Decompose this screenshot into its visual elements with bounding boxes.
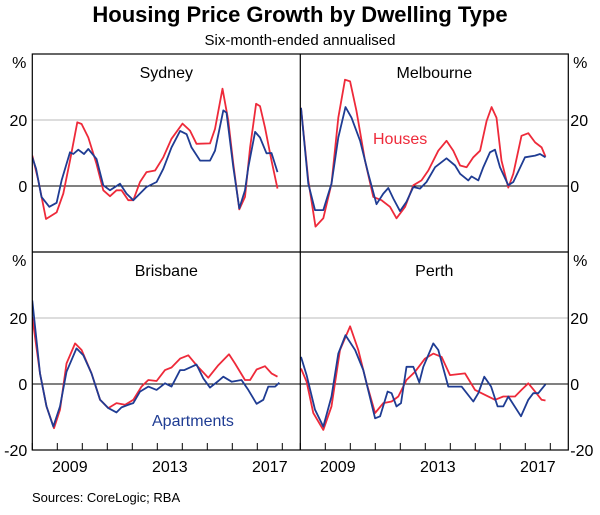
- source-note: Sources: CoreLogic; RBA: [32, 490, 180, 505]
- panel-melbourne: Melbourne: [300, 65, 569, 228]
- houses-line: [300, 78, 547, 228]
- chart-title: Housing Price Growth by Dwelling Type: [92, 2, 507, 27]
- x-tick-label: 2009: [52, 459, 88, 476]
- houses-line: [32, 316, 278, 430]
- apartments-line: [32, 300, 280, 428]
- x-tick-label: 2013: [152, 459, 188, 476]
- y-tick-label-left: 20: [10, 311, 28, 328]
- panel-title: Sydney: [140, 65, 193, 82]
- chart-subtitle: Six-month-ended annualised: [205, 32, 396, 49]
- panel-brisbane: Brisbane 2009 2013 2017: [31, 263, 301, 476]
- panel-perth: Perth 2009 2013 2017: [299, 263, 569, 476]
- y-tick-label-left: 20: [10, 113, 28, 130]
- panel-sydney: Sydney: [32, 65, 301, 220]
- apartments-line: [300, 106, 546, 212]
- y-unit-right: %: [573, 253, 587, 270]
- y-tick-label-left: -20: [4, 443, 27, 460]
- y-tick-label-left: 0: [18, 377, 27, 394]
- apartments-line: [32, 109, 279, 210]
- y-unit-right: %: [573, 55, 587, 72]
- x-tick-label: 2017: [520, 459, 556, 476]
- panel-title: Brisbane: [135, 263, 198, 280]
- y-tick-label-right: 0: [570, 377, 579, 394]
- houses-legend-label: Houses: [373, 131, 427, 148]
- y-tick-label-right: -20: [570, 443, 593, 460]
- panel-title: Perth: [415, 263, 453, 280]
- y-unit-left: %: [12, 253, 26, 270]
- houses-line: [32, 87, 279, 220]
- y-unit-left: %: [12, 55, 26, 72]
- y-tick-label-right: 20: [570, 113, 588, 130]
- x-tick-label: 2009: [320, 459, 356, 476]
- apartments-line: [300, 334, 547, 428]
- y-tick-label-right: 0: [570, 179, 579, 196]
- panel-title: Melbourne: [396, 65, 472, 82]
- y-tick-label-left: 0: [18, 179, 27, 196]
- houses-line: [300, 325, 546, 431]
- y-tick-label-right: 20: [570, 311, 588, 328]
- x-tick-label: 2013: [420, 459, 456, 476]
- apartments-legend-label: Apartments: [152, 413, 234, 430]
- x-tick-label: 2017: [252, 459, 288, 476]
